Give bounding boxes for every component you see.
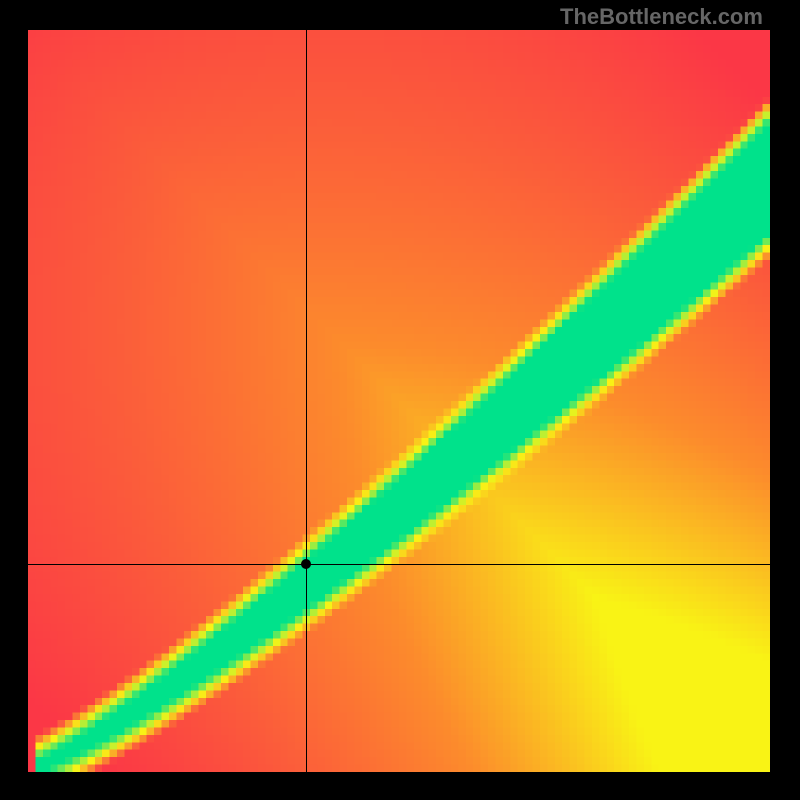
watermark-text: TheBottleneck.com	[560, 4, 763, 30]
chart-container: TheBottleneck.com	[0, 0, 800, 800]
crosshair-horizontal	[28, 564, 770, 565]
crosshair-vertical	[306, 30, 307, 772]
bottleneck-heatmap	[28, 30, 770, 772]
